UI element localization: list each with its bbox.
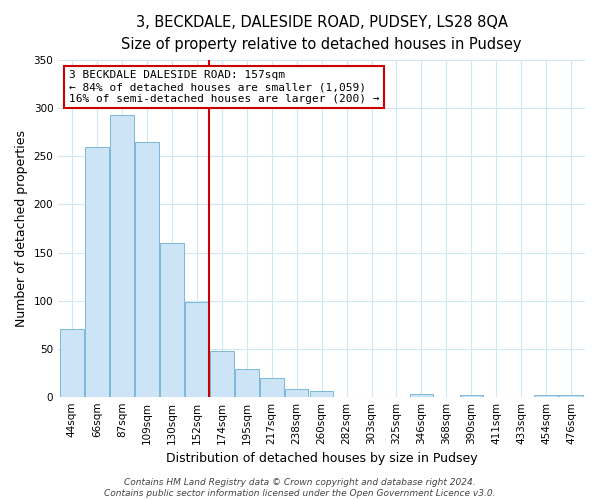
Bar — [85, 147, 109, 396]
Bar — [260, 378, 284, 396]
Bar — [185, 302, 209, 396]
Bar — [410, 394, 433, 396]
Bar — [310, 391, 334, 396]
Bar — [285, 389, 308, 396]
Bar — [60, 330, 84, 396]
Bar — [235, 369, 259, 396]
Text: 3 BECKDALE DALESIDE ROAD: 157sqm
← 84% of detached houses are smaller (1,059)
16: 3 BECKDALE DALESIDE ROAD: 157sqm ← 84% o… — [69, 70, 379, 104]
Bar — [135, 142, 158, 397]
Title: 3, BECKDALE, DALESIDE ROAD, PUDSEY, LS28 8QA
Size of property relative to detach: 3, BECKDALE, DALESIDE ROAD, PUDSEY, LS28… — [121, 15, 522, 52]
Text: Contains HM Land Registry data © Crown copyright and database right 2024.
Contai: Contains HM Land Registry data © Crown c… — [104, 478, 496, 498]
Y-axis label: Number of detached properties: Number of detached properties — [15, 130, 28, 327]
Bar — [210, 350, 233, 397]
Bar — [460, 395, 483, 396]
Bar — [110, 115, 134, 396]
Bar — [535, 395, 558, 396]
X-axis label: Distribution of detached houses by size in Pudsey: Distribution of detached houses by size … — [166, 452, 478, 465]
Bar — [160, 243, 184, 396]
Bar — [559, 395, 583, 396]
